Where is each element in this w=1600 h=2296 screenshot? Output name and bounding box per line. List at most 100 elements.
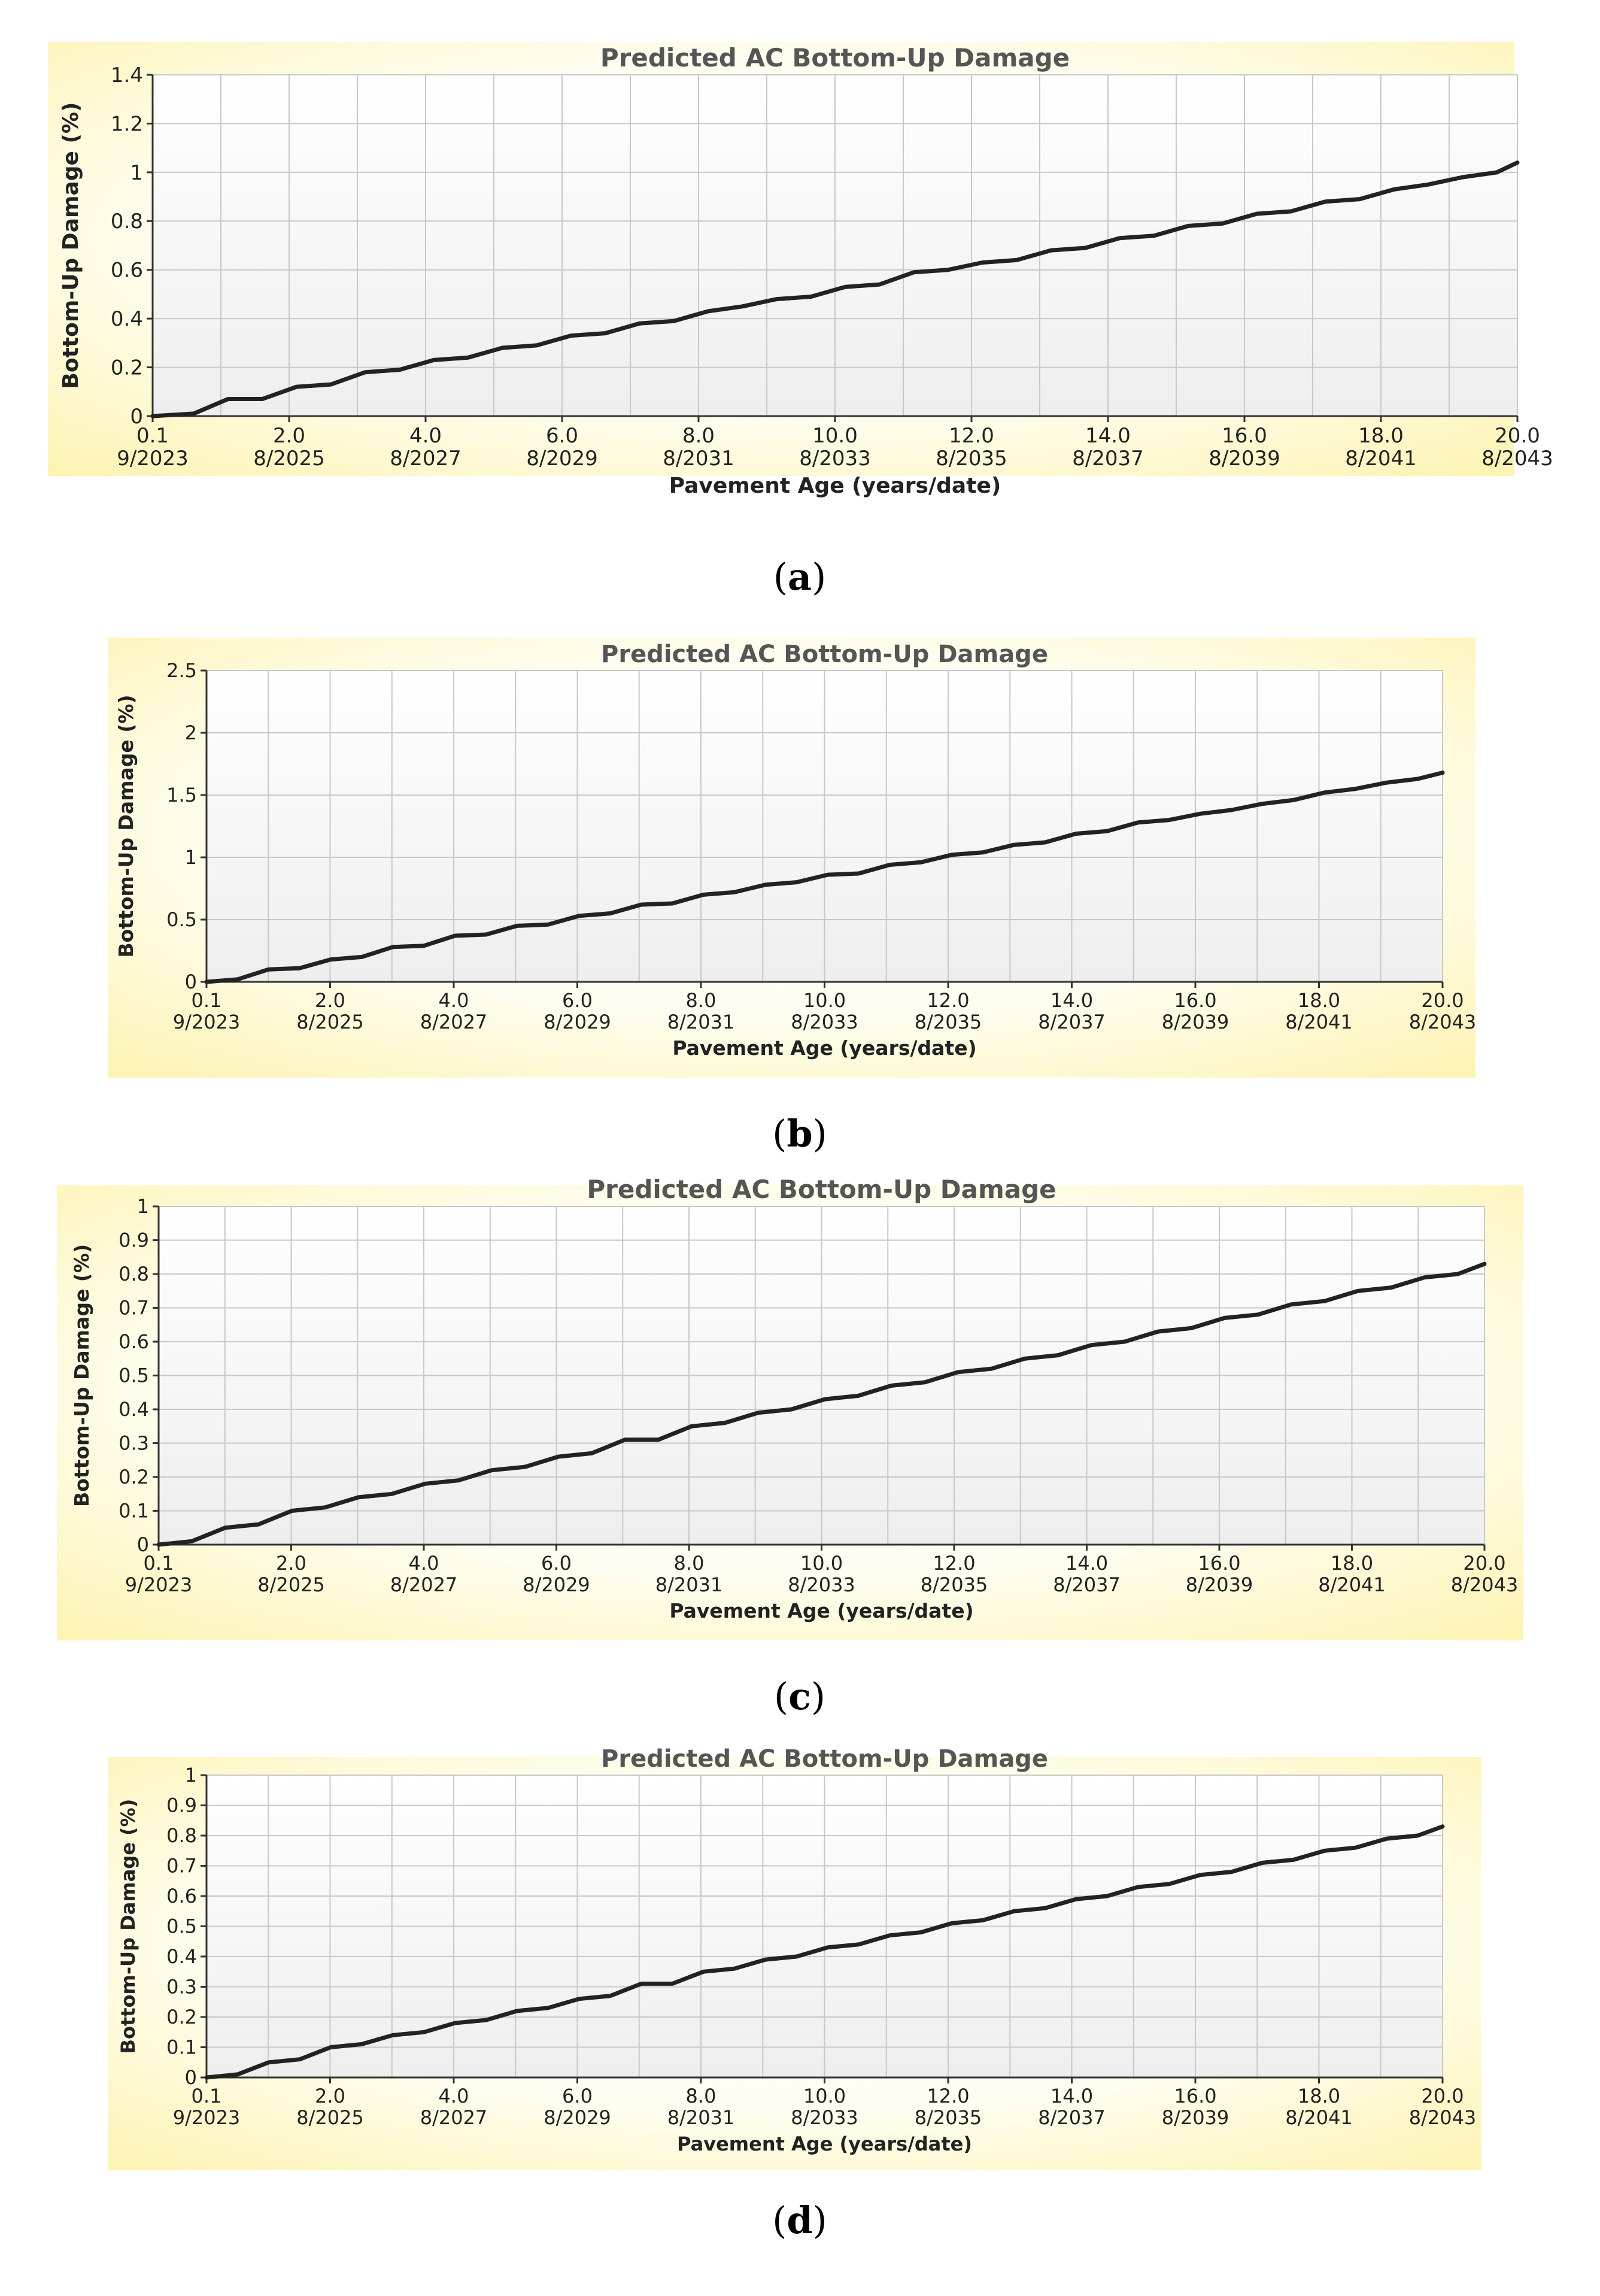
x-axis-label: Pavement Age (years/date) [677, 2133, 972, 2155]
x-axis-label: Pavement Age (years/date) [672, 1036, 976, 1060]
x-tick-age-label: 8.0 [674, 1552, 705, 1575]
x-tick-date-label: 8/2041 [1345, 447, 1417, 471]
x-tick-age-label: 16.0 [1174, 2085, 1216, 2107]
y-tick-label: 0.2 [111, 356, 143, 380]
x-tick-date-label: 8/2031 [663, 447, 734, 471]
x-tick-date-label: 8/2033 [799, 447, 871, 471]
y-tick-label: 0.5 [119, 1364, 149, 1387]
x-tick-age-label: 8.0 [686, 989, 716, 1012]
series-line-bottom-up-damage [150, 160, 1520, 418]
y-tick-label: 0.1 [119, 1500, 149, 1522]
chart-title: Predicted AC Bottom-Up Damage [600, 43, 1070, 72]
y-tick-label: 0.9 [119, 1229, 149, 1252]
chart-title: Predicted AC Bottom-Up Damage [601, 1745, 1048, 1773]
x-tick-age-label: 4.0 [439, 989, 469, 1012]
x-tick-date-label: 8/2041 [1318, 1573, 1386, 1596]
chart-panel-d: 00.10.20.30.40.50.60.70.80.910.19/20232.… [108, 1745, 1481, 2242]
y-tick-label: 1 [185, 846, 197, 869]
x-tick-age-label: 14.0 [1085, 424, 1131, 448]
y-tick-label: 1.5 [166, 784, 197, 806]
x-tick-date-label: 9/2023 [117, 447, 189, 471]
x-tick-date-label: 8/2029 [544, 2106, 611, 2129]
x-tick-date-label: 8/2039 [1186, 1573, 1253, 1596]
x-tick-date-label: 8/2029 [544, 1011, 611, 1033]
chart-title: Predicted AC Bottom-Up Damage [601, 641, 1048, 668]
x-tick-date-label: 8/2029 [526, 447, 598, 471]
x-tick-date-label: 8/2035 [915, 1011, 982, 1033]
x-tick-age-label: 12.0 [927, 2085, 969, 2107]
y-tick-label: 2.5 [166, 659, 197, 682]
y-tick-label: 2 [185, 721, 197, 744]
y-axis-label: Bottom-Up Damage (%) [114, 694, 138, 957]
x-tick-date-label: 8/2043 [1409, 1011, 1477, 1033]
y-tick-label: 0.5 [166, 1915, 197, 1938]
x-tick-date-label: 8/2025 [253, 447, 325, 471]
chart-panel-b: 0 0.5 1 1.5 2 2.5 0.19/2023 2.08/2025 4.08/2027 6… [108, 638, 1476, 1155]
y-tick-label: 0.6 [119, 1330, 149, 1353]
y-tick-label: 0.2 [166, 2006, 197, 2028]
y-tick-label: 0.6 [166, 1885, 197, 1907]
x-tick-age-label: 18.0 [1358, 424, 1404, 448]
x-tick-age-label: 4.0 [409, 424, 442, 448]
x-tick-age-label: 16.0 [1174, 989, 1216, 1012]
x-tick-date-label: 8/2027 [390, 1573, 458, 1596]
panel-caption: (c) [774, 1675, 825, 1718]
x-tick-age-label: 18.0 [1331, 1552, 1373, 1575]
y-tick-label: 0.4 [111, 307, 143, 331]
y-tick-label: 0.2 [119, 1466, 149, 1488]
x-tick-date-label: 8/2037 [1072, 447, 1144, 471]
x-tick-age-label: 10.0 [803, 989, 846, 1012]
x-tick-date-label: 9/2023 [125, 1573, 193, 1596]
x-tick-age-label: 0.1 [192, 2085, 222, 2107]
x-tick-age-label: 12.0 [949, 424, 994, 448]
x-tick-date-label: 8/2029 [523, 1573, 590, 1596]
x-tick-date-label: 8/2041 [1285, 2106, 1353, 2129]
y-tick-label: 0 [130, 405, 143, 429]
x-tick-age-label: 20.0 [1495, 424, 1540, 448]
x-tick-age-label: 8.0 [682, 424, 715, 448]
x-tick-date-label: 8/2043 [1481, 447, 1553, 471]
series-line-bottom-up-damage [156, 1261, 1487, 1547]
x-tick-age-label: 10.0 [812, 424, 858, 448]
x-tick-age-label: 18.0 [1298, 989, 1340, 1012]
x-tick-date-label: 8/2033 [788, 1573, 855, 1596]
y-tick-label: 0.8 [166, 1824, 197, 1847]
y-tick-label: 0.4 [166, 1945, 197, 1968]
x-tick-age-label: 20.0 [1421, 989, 1464, 1012]
x-tick-date-label: 9/2023 [173, 1011, 241, 1033]
panel-caption: (a) [773, 555, 827, 599]
chart-panel-c: 00.10.20.30.40.50.60.70.80.910.19/20232.… [57, 1175, 1523, 1718]
panel-caption: (d) [772, 2198, 827, 2242]
x-tick-date-label: 8/2037 [1038, 1011, 1106, 1033]
x-tick-date-label: 8/2039 [1162, 2106, 1229, 2129]
x-tick-age-label: 6.0 [541, 1552, 572, 1575]
x-tick-age-label: 12.0 [933, 1552, 975, 1575]
x-tick-age-label: 0.1 [136, 424, 169, 448]
x-tick-date-label: 8/2027 [390, 447, 462, 471]
x-tick-date-label: 8/2025 [296, 1011, 364, 1033]
x-tick-date-label: 8/2027 [420, 1011, 488, 1033]
series-line-bottom-up-damage [204, 1824, 1445, 2080]
x-tick-age-label: 8.0 [686, 2085, 716, 2107]
x-tick-date-label: 9/2023 [173, 2106, 241, 2129]
x-tick-age-label: 14.0 [1051, 2085, 1093, 2107]
x-tick-age-label: 10.0 [803, 2085, 846, 2107]
x-tick-date-label: 8/2033 [791, 2106, 858, 2129]
x-tick-age-label: 6.0 [562, 2085, 593, 2107]
x-tick-age-label: 4.0 [409, 1552, 439, 1575]
x-tick-date-label: 8/2043 [1409, 2106, 1477, 2129]
y-tick-label: 0.7 [166, 1855, 197, 1878]
x-tick-age-label: 6.0 [562, 989, 593, 1012]
y-axis-label: Bottom-Up Damage (%) [117, 1799, 139, 2054]
x-tick-age-label: 10.0 [800, 1552, 843, 1575]
y-tick-label: 0.1 [166, 2036, 197, 2059]
x-tick-date-label: 8/2031 [667, 1011, 735, 1033]
x-tick-date-label: 8/2035 [921, 1573, 988, 1596]
series-line-bottom-up-damage [204, 771, 1445, 984]
x-tick-age-label: 20.0 [1421, 2085, 1464, 2107]
x-tick-date-label: 8/2031 [667, 2106, 735, 2129]
x-tick-age-label: 18.0 [1298, 2085, 1340, 2107]
y-tick-label: 0.6 [111, 259, 143, 283]
y-tick-label: 0.9 [166, 1794, 197, 1817]
x-tick-date-label: 8/2037 [1053, 1573, 1121, 1596]
